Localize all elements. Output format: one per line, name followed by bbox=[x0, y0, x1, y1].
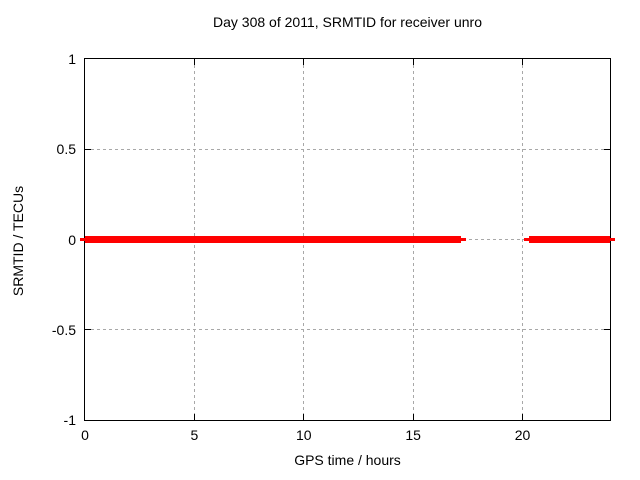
x-tick-label: 20 bbox=[514, 427, 531, 443]
gridline-horizontal bbox=[85, 148, 610, 150]
axis-tick-y-right bbox=[604, 148, 610, 150]
axis-tick-x-top bbox=[522, 59, 523, 65]
y-tick-label: -0.5 bbox=[51, 321, 76, 338]
axis-tick-x-bottom bbox=[303, 414, 305, 420]
x-tick-label: 10 bbox=[295, 427, 312, 443]
axis-tick-x-bottom bbox=[193, 414, 195, 420]
y-axis-label: SRMTID / TECUs bbox=[10, 185, 26, 297]
axis-tick-x-top bbox=[412, 59, 414, 65]
axis-tick-x-bottom bbox=[522, 414, 523, 420]
axis-tick-y-left bbox=[85, 148, 91, 150]
series-segment bbox=[85, 236, 462, 243]
axis-tick-x-bottom bbox=[412, 414, 414, 420]
x-tick-label: 0 bbox=[81, 427, 89, 443]
axis-tick-y-right bbox=[604, 329, 610, 331]
x-tick-label: 5 bbox=[190, 427, 199, 443]
chart-title: Day 308 of 2011, SRMTID for receiver unr… bbox=[213, 14, 482, 30]
axis-tick-x-top bbox=[303, 59, 305, 65]
x-tick-label: 15 bbox=[405, 427, 421, 443]
y-tick-label: 0.5 bbox=[56, 141, 76, 158]
y-tick-label: -1 bbox=[63, 412, 76, 428]
plot-area: 0 5 10 15 20 1 0.5 0 -0.5 -1 bbox=[52, 51, 615, 443]
axis-tick-x-top bbox=[193, 59, 195, 65]
x-axis-label: GPS time / hours bbox=[294, 452, 401, 468]
y-tick-label: 0 bbox=[68, 231, 76, 248]
series-segment bbox=[529, 236, 610, 243]
gridline-horizontal bbox=[85, 329, 610, 331]
axis-tick-y-left bbox=[85, 329, 91, 331]
y-tick-label: 1 bbox=[68, 51, 76, 67]
